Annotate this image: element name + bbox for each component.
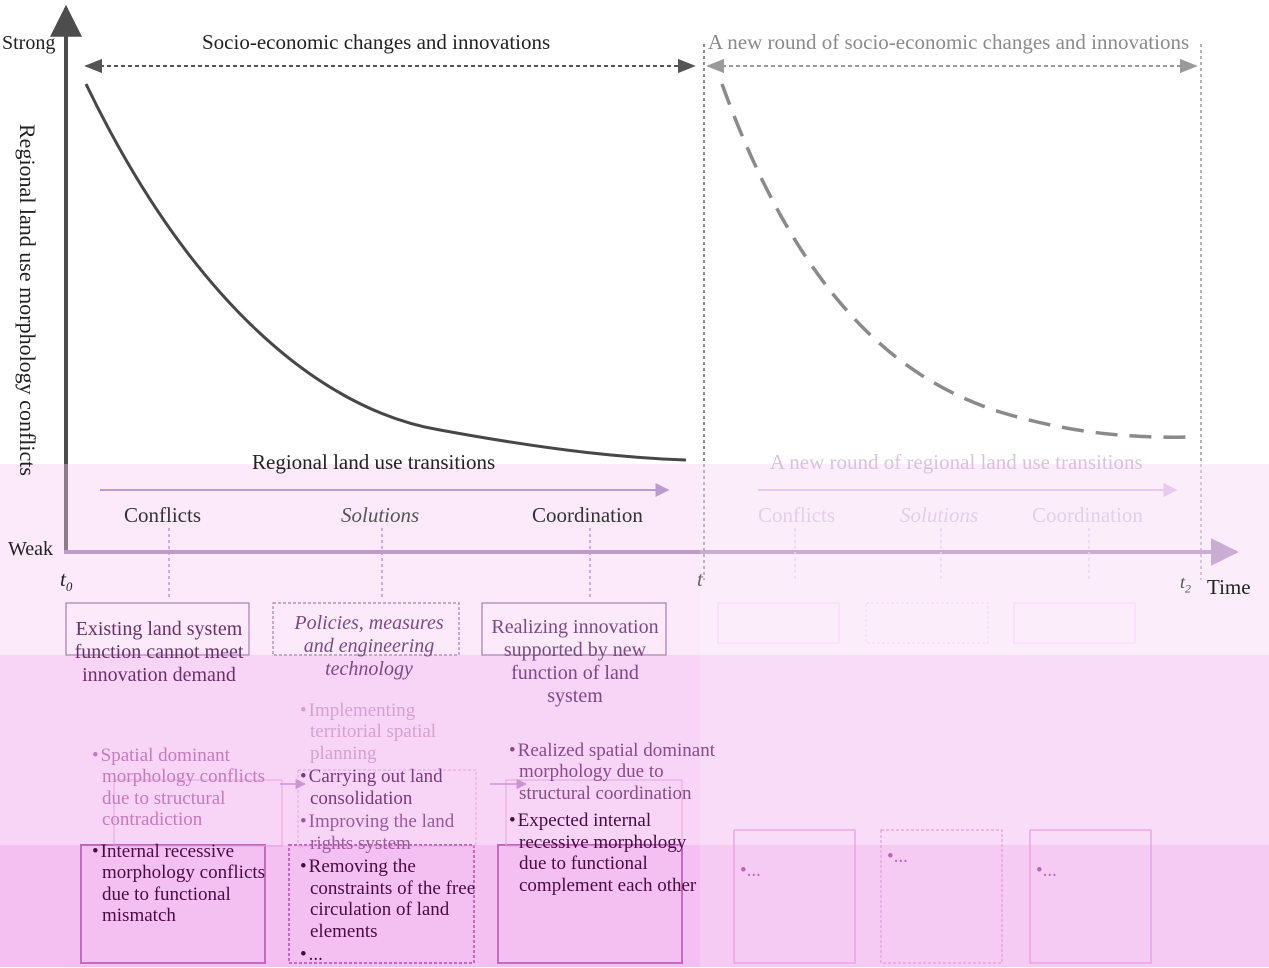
span-title-left: Socio-economic changes and innovations — [202, 30, 551, 54]
coordination-box-title: Realizing innovation supported by new fu… — [491, 616, 659, 707]
t0-label: t0 — [60, 567, 72, 595]
stage-conflicts: Conflicts — [124, 503, 201, 527]
ghost-item-1: •... — [740, 860, 761, 881]
stage-solutions: Solutions — [341, 503, 420, 527]
conflict-curve-current — [84, 83, 687, 462]
conflicts-item-1: Spatial dominant morphology conflicts du… — [88, 745, 288, 831]
solutions-item-5: ... — [296, 944, 482, 965]
solutions-item-1: Implementing territorial spatial plannin… — [296, 700, 482, 764]
stage-solutions-next: Solutions — [900, 503, 979, 527]
x-axis-label: Time — [1207, 575, 1251, 599]
ghost-box-3 — [1029, 829, 1152, 964]
coordination-list: Realized spatial dominant morphology due… — [505, 740, 715, 898]
conflicts-list: Spatial dominant morphology conflicts du… — [88, 745, 288, 929]
t2-label: t2 — [1180, 572, 1191, 596]
span-title-right: A new round of socio-economic changes an… — [708, 30, 1190, 54]
box-conflicts-title-frame — [65, 602, 250, 656]
t0-letter: t — [60, 567, 66, 591]
ghost-item-2: •... — [887, 846, 908, 867]
box-solutions-title-frame — [272, 602, 460, 656]
y-bottom-label: Weak — [8, 538, 54, 560]
ghost-item-1-text: ... — [746, 860, 761, 881]
solutions-box-title: Policies, measures and engineering techn… — [294, 612, 444, 680]
transitions-title-right: A new round of regional land use transit… — [770, 450, 1143, 474]
y-axis-label: Regional land use morphology conflicts — [15, 124, 40, 476]
stage-conflicts-next: Conflicts — [758, 503, 835, 527]
t1-label: t — [697, 567, 703, 591]
ghost-box-2 — [880, 829, 1003, 964]
conflict-curve-next — [720, 83, 1197, 439]
ghost-box-2-top — [865, 602, 989, 644]
coordination-item-1: Realized spatial dominant morphology due… — [505, 740, 715, 804]
ghost-item-3: •... — [1036, 860, 1057, 881]
ghost-item-3-text: ... — [1042, 860, 1057, 881]
stage-coordination-next: Coordination — [1032, 503, 1143, 527]
solutions-item-2: Carrying out land consolidation — [296, 766, 482, 809]
conflicts-item-2: Internal recessive morphology conflicts … — [88, 841, 288, 927]
ghost-box-3-top — [1013, 602, 1136, 644]
ghost-box-1-top — [717, 602, 840, 644]
coordination-item-2: Expected internal recessive morphology d… — [505, 810, 715, 896]
solutions-list: Implementing territorial spatial plannin… — [296, 700, 482, 968]
y-top-label: Strong — [2, 32, 56, 54]
transitions-title-left: Regional land use transitions — [252, 450, 496, 474]
solutions-item-4: Removing the constraints of the free cir… — [296, 856, 482, 942]
ghost-box-1 — [733, 829, 856, 964]
t2-letter: t — [1180, 572, 1186, 592]
box-coordination-title-frame — [481, 602, 667, 656]
stage-coordination: Coordination — [532, 503, 643, 527]
t0-subscript: 0 — [65, 579, 73, 595]
ghost-item-2-text: ... — [893, 846, 908, 867]
solutions-item-3: Improving the land rights system — [296, 811, 482, 854]
t2-subscript: 2 — [1185, 581, 1192, 596]
conflicts-box-title: Existing land system function cannot mee… — [74, 618, 244, 686]
